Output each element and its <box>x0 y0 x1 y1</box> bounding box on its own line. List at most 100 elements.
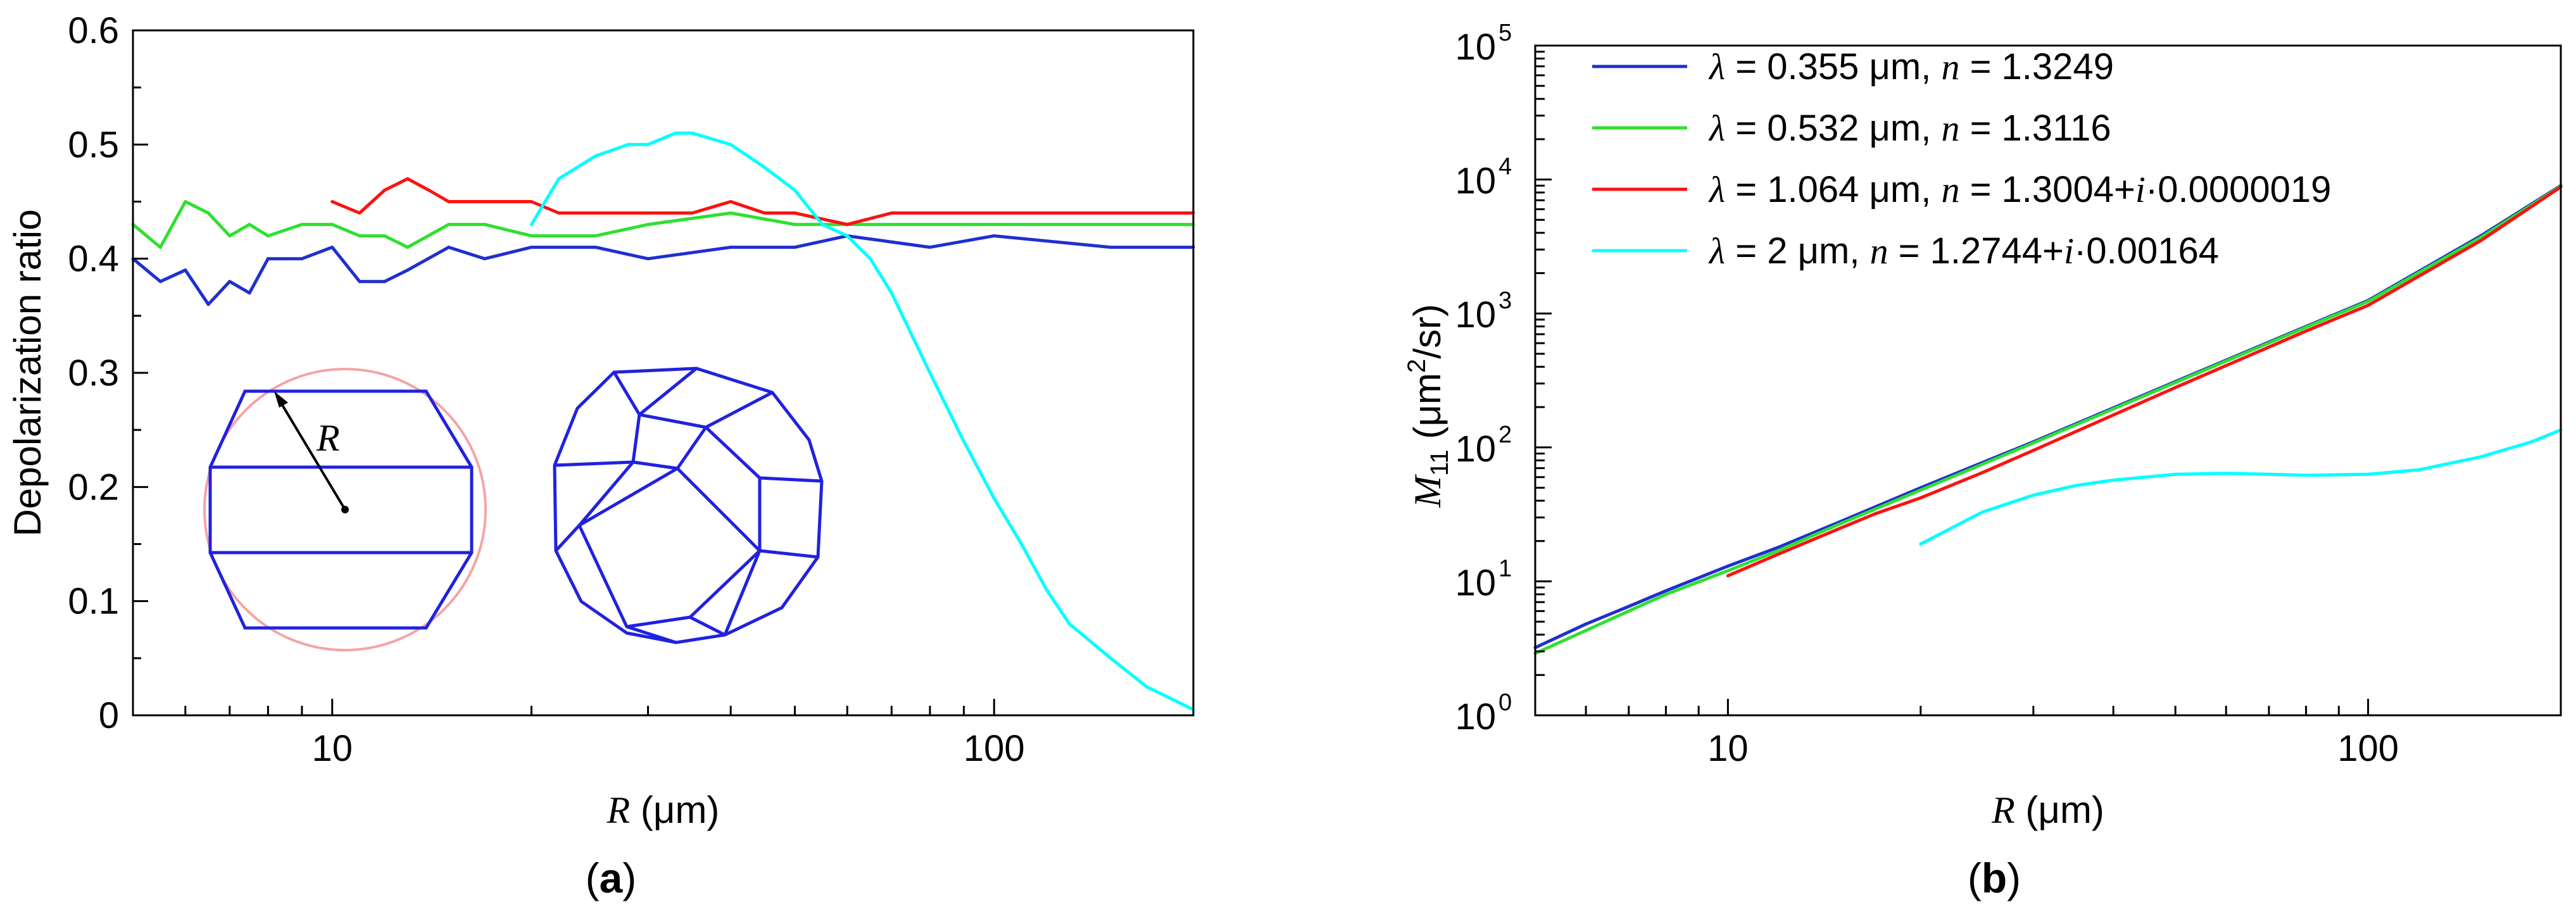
data-point <box>691 131 694 135</box>
data-point <box>206 211 210 215</box>
legend-lambda: λ <box>1708 108 1725 149</box>
y-axis-label-unit-pre: (μm <box>1406 373 1448 449</box>
data-point <box>594 246 598 249</box>
panel-a-plot-frame <box>132 29 1195 717</box>
legend-lambda-value: = 0.355 μm, <box>1725 46 1941 87</box>
data-point <box>1109 223 1112 227</box>
data-point <box>1664 589 1668 592</box>
x-tick-label: 10 <box>1707 728 1749 769</box>
data-point <box>763 165 767 169</box>
series-line-1 <box>132 200 1193 249</box>
data-point <box>594 211 598 215</box>
data-point <box>1627 605 1631 608</box>
data-point <box>447 200 451 203</box>
x-tick-label: 100 <box>2337 728 2399 769</box>
data-point <box>869 257 872 261</box>
data-point <box>845 223 849 227</box>
data-point <box>594 154 598 158</box>
y-tick-label-exponent: 5 <box>1498 20 1512 46</box>
data-point <box>1145 685 1148 689</box>
data-point <box>793 189 796 192</box>
y-tick-label: 10 <box>1455 27 1496 68</box>
legend-entry-0: λ = 0.355 μm, n = 1.3249 <box>1708 46 2114 87</box>
data-point <box>358 280 361 284</box>
panel-a-chart: R 10 100 0 0.1 0.2 0.3 0.4 0.5 0.6 Depolarization… <box>6 10 1195 901</box>
data-point <box>427 189 430 192</box>
data-point <box>1045 211 1048 215</box>
legend-i: i <box>2135 169 2146 210</box>
data-point <box>330 200 334 203</box>
data-point <box>1584 629 1588 632</box>
legend-entry-2: λ = 1.064 μm, n = 1.3004+i·0.0000019 <box>1708 169 2331 210</box>
data-point <box>2304 325 2308 329</box>
legend-n-value: = 1.3004+ <box>1959 169 2135 210</box>
data-point <box>1981 470 1985 474</box>
panel-a-label-letter: a <box>600 855 624 901</box>
data-point <box>2173 386 2177 389</box>
data-point <box>483 257 487 261</box>
panel-b-series-group <box>1533 184 2563 655</box>
data-point <box>729 142 732 146</box>
data-point <box>1020 542 1023 546</box>
data-point <box>646 223 650 227</box>
inset-radius-arrow <box>275 394 346 511</box>
legend-lambda: λ <box>1708 230 1725 272</box>
data-point <box>530 234 533 238</box>
y-tick-label-exponent: 3 <box>1498 287 1512 314</box>
data-point <box>2304 329 2308 333</box>
data-point <box>763 211 767 215</box>
y-tick-label: 10 <box>1455 161 1496 202</box>
data-point <box>330 246 334 249</box>
data-point <box>1045 588 1048 592</box>
data-point <box>729 211 732 215</box>
data-point <box>447 223 451 227</box>
series-line-3 <box>1919 428 2561 546</box>
inset-radius-arrowhead <box>274 391 288 408</box>
data-point <box>793 246 796 249</box>
data-point <box>300 257 304 261</box>
data-point <box>330 223 334 227</box>
data-point <box>992 211 996 215</box>
data-point <box>2366 472 2370 476</box>
data-point <box>266 234 270 238</box>
legend-lambda: λ <box>1708 46 1725 87</box>
data-point <box>2173 472 2177 476</box>
y-tick-label-base: 10 <box>1455 27 1496 68</box>
panel-b-label-close: ) <box>2007 855 2021 901</box>
data-point <box>248 291 251 295</box>
panel-a-label-close: ) <box>622 855 636 901</box>
data-point <box>1109 211 1112 215</box>
y-axis-label: M11 (μm2/sr) <box>1403 304 1454 508</box>
x-axis-label: R (μm) <box>1991 789 2104 831</box>
data-point <box>206 303 210 306</box>
data-point <box>383 280 386 284</box>
series-line-2 <box>331 177 1193 227</box>
data-point <box>300 223 304 227</box>
data-point <box>928 371 932 375</box>
y-tick-label-base: 10 <box>1455 161 1496 202</box>
data-point <box>992 223 996 227</box>
data-point <box>889 291 893 295</box>
y-axis-label: Depolarization ratio <box>6 210 49 537</box>
y-tick-label-base: 10 <box>1455 429 1496 470</box>
data-point <box>483 223 487 227</box>
data-point <box>2032 449 2035 452</box>
data-point <box>2479 455 2483 459</box>
data-point <box>447 246 451 249</box>
legend-n-value: = 1.3116 <box>1959 108 2111 149</box>
legend-lambda-value: = 1.064 μm, <box>1725 169 1941 210</box>
data-point <box>158 280 162 284</box>
legend-i-value: ·0.0000019 <box>2146 169 2331 210</box>
legend-entry-3: λ = 2 μm, n = 1.2744+i·0.00164 <box>1708 230 2219 272</box>
data-point <box>1919 496 1923 499</box>
data-point <box>1839 526 1842 530</box>
panel-b-label: (b) <box>1968 855 2021 901</box>
panel-a-series-group <box>131 131 1195 712</box>
data-point <box>928 223 932 227</box>
data-point <box>962 439 965 443</box>
y-tick-label: 10 <box>1455 429 1496 470</box>
legend-n-value: = 1.3249 <box>1959 46 2114 87</box>
data-point <box>266 257 270 261</box>
data-point <box>2417 468 2421 472</box>
